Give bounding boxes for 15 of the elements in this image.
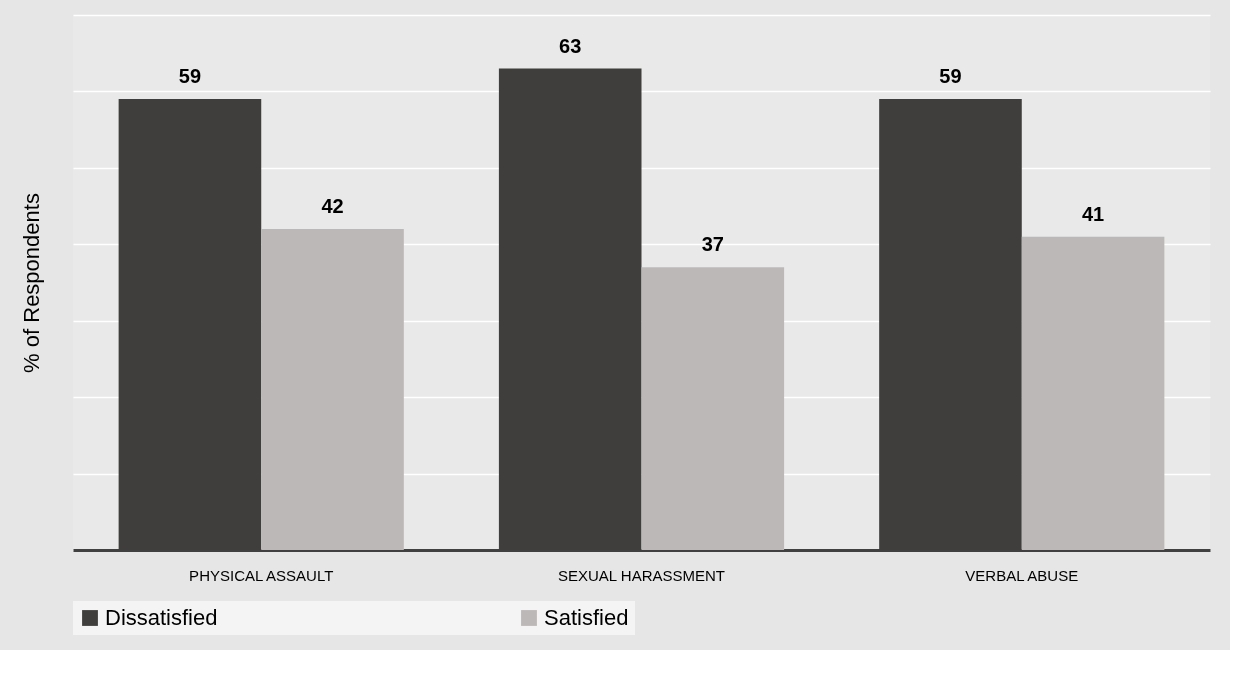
data-label: 59 bbox=[178, 65, 202, 88]
data-label: 37 bbox=[701, 233, 724, 256]
data-label: 59 bbox=[939, 65, 962, 88]
data-label: 42 bbox=[321, 195, 344, 217]
legend-label: Dissatisfied bbox=[105, 605, 218, 630]
y-axis-title: % of Respondents bbox=[18, 193, 44, 373]
data-label: 63 bbox=[559, 34, 582, 57]
x-tick-label: SEXUAL HARASSMENT bbox=[558, 566, 725, 584]
bar bbox=[1021, 236, 1165, 550]
data-label: 41 bbox=[1081, 202, 1105, 225]
x-tick-label: VERBAL ABUSE bbox=[965, 566, 1079, 584]
bar bbox=[641, 267, 785, 550]
bar bbox=[261, 229, 404, 550]
legend-label: Satisfied bbox=[544, 605, 629, 630]
x-tick-label: PHYSICAL ASSAULT bbox=[189, 566, 334, 584]
